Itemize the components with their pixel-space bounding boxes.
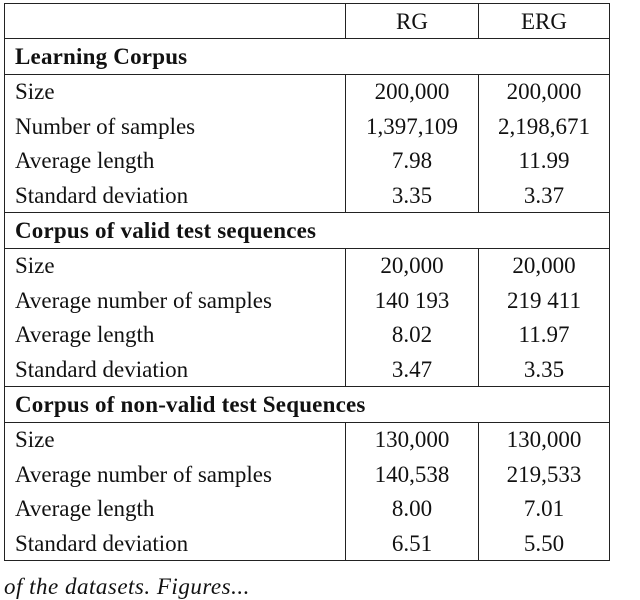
row-label: Average length	[4, 491, 346, 526]
table-row: Average number of samples 140,538 219,53…	[4, 457, 610, 492]
table-row: Average length 8.02 11.97	[4, 317, 610, 352]
row-label: Standard deviation	[4, 525, 346, 562]
rg-value: 8.02	[345, 317, 479, 352]
rg-value: 8.00	[345, 491, 479, 526]
rg-value: 1,397,109	[345, 109, 479, 144]
table-row: Number of samples 1,397,109 2,198,671	[4, 109, 610, 144]
erg-value: 5.50	[478, 525, 610, 562]
rg-value: 3.47	[345, 351, 479, 387]
rg-value: 3.35	[345, 177, 479, 213]
row-label: Standard deviation	[4, 177, 346, 213]
section-title: Corpus of non-valid test Sequences	[4, 386, 610, 423]
column-header-erg: ERG	[478, 2, 610, 40]
table-row: Average length 7.98 11.99	[4, 143, 610, 178]
row-label: Average number of samples	[4, 283, 346, 318]
table-row: Size 20,000 20,000	[4, 248, 610, 284]
rg-value: 130,000	[345, 422, 479, 458]
erg-value: 11.99	[478, 143, 610, 178]
row-label: Standard deviation	[4, 351, 346, 387]
corpus-statistics-table: RG ERG Learning Corpus Size 200,000 200,…	[4, 2, 610, 562]
erg-value: 3.37	[478, 177, 610, 213]
table-row: Average length 8.00 7.01	[4, 491, 610, 526]
table-row: Standard deviation 6.51 5.50	[4, 525, 610, 562]
rg-value: 20,000	[345, 248, 479, 284]
row-label: Average number of samples	[4, 457, 346, 492]
rg-value: 140,538	[345, 457, 479, 492]
erg-value: 130,000	[478, 422, 610, 458]
row-label: Average length	[4, 143, 346, 178]
erg-value: 11.97	[478, 317, 610, 352]
table-row: Average number of samples 140 193 219 41…	[4, 283, 610, 318]
table-header-row: RG ERG	[4, 2, 610, 40]
section-header-learning-corpus: Learning Corpus	[4, 38, 610, 75]
rg-value: 6.51	[345, 525, 479, 562]
erg-value: 219 411	[478, 283, 610, 318]
table-row: Size 130,000 130,000	[4, 422, 610, 458]
section-header-non-valid-test-sequences: Corpus of non-valid test Sequences	[4, 386, 610, 423]
erg-value: 2,198,671	[478, 109, 610, 144]
row-label: Size	[4, 248, 346, 284]
section-header-valid-test-sequences: Corpus of valid test sequences	[4, 212, 610, 249]
row-label: Size	[4, 74, 346, 110]
erg-value: 200,000	[478, 74, 610, 110]
row-label: Average length	[4, 317, 346, 352]
rg-value: 140 193	[345, 283, 479, 318]
row-label: Number of samples	[4, 109, 346, 144]
rg-value: 7.98	[345, 143, 479, 178]
row-label: Size	[4, 422, 346, 458]
erg-value: 7.01	[478, 491, 610, 526]
section-title: Learning Corpus	[4, 38, 610, 75]
section-title: Corpus of valid test sequences	[4, 212, 610, 249]
erg-value: 20,000	[478, 248, 610, 284]
column-header-label	[4, 2, 346, 40]
erg-value: 219,533	[478, 457, 610, 492]
table-row: Standard deviation 3.35 3.37	[4, 177, 610, 213]
caption-fragment: of the datasets. Figures...	[4, 574, 250, 599]
column-header-rg: RG	[345, 2, 479, 40]
erg-value: 3.35	[478, 351, 610, 387]
table-row: Standard deviation 3.47 3.35	[4, 351, 610, 387]
rg-value: 200,000	[345, 74, 479, 110]
table-row: Size 200,000 200,000	[4, 74, 610, 110]
